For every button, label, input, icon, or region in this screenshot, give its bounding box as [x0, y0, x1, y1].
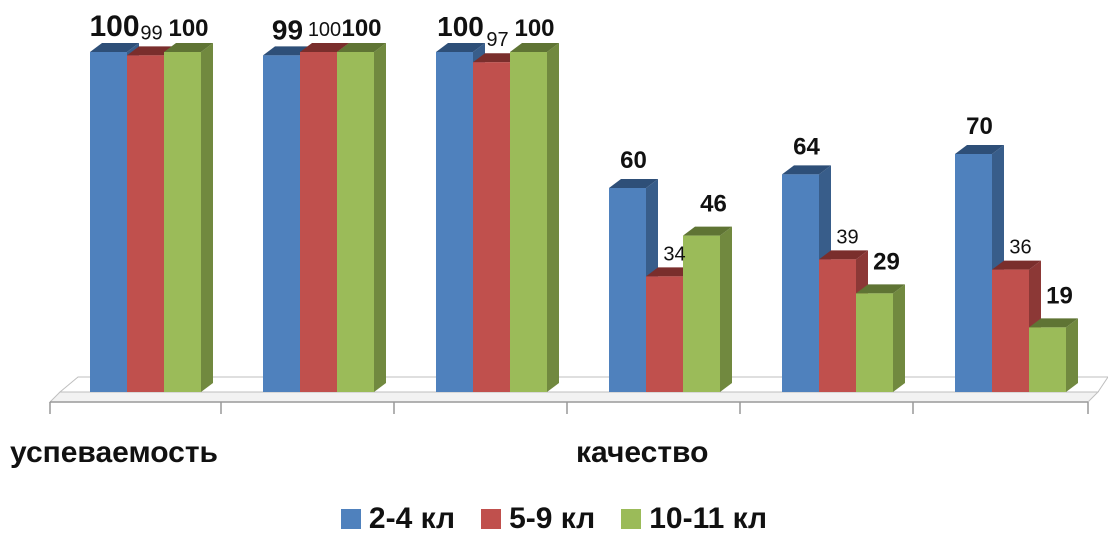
bar-top-1-1: [300, 43, 349, 52]
data-label-2-4: 29: [873, 248, 900, 275]
bar-top-1-5: [992, 260, 1041, 270]
bar-1-1: [300, 52, 337, 392]
legend-label-5-9: 5-9 кл: [509, 502, 596, 535]
data-label-1-1: 100: [308, 19, 341, 41]
floor-front: [48, 391, 1100, 403]
bar-top-0-2: [436, 43, 485, 52]
data-label-0-5: 70: [966, 113, 993, 140]
bar-top-2-1: [337, 43, 386, 52]
data-label-0-1: 99: [272, 14, 303, 45]
bar-top-0-4: [782, 165, 831, 175]
chart-plot: 100 99 100 99 100 100 100 97 1006034466439297036…: [48, 10, 1108, 414]
bar-top-1-0: [127, 46, 176, 56]
bar-1-2: [473, 62, 510, 392]
bar-top-0-0: [90, 43, 139, 52]
bar-top-0-3: [609, 179, 658, 188]
bar-2-0: [164, 52, 201, 392]
data-label-1-5: 36: [1009, 237, 1031, 259]
data-label-2-5: 19: [1046, 282, 1073, 309]
group-label-uspevaemost: успеваемость: [10, 436, 218, 469]
data-label-2-2: 100: [514, 15, 554, 42]
data-label-0-4: 64: [793, 133, 820, 160]
data-label-1-3: 34: [663, 243, 685, 265]
bar-2-1: [337, 52, 374, 392]
bar-side-2-4: [893, 284, 905, 392]
bar-side-2-3: [720, 226, 732, 392]
bar-top-2-3: [683, 226, 732, 236]
bar-side-2-1: [374, 43, 386, 392]
bar-1-5: [992, 269, 1029, 392]
bar-0-2: [436, 52, 473, 392]
bar-top-2-0: [164, 43, 213, 52]
bar-0-4: [782, 174, 819, 392]
data-label-0-0: 100: [89, 10, 139, 43]
bar-top-1-2: [473, 53, 522, 63]
legend-swatch-5-9: [481, 509, 502, 529]
data-label-1-0: 99: [140, 22, 162, 44]
legend-swatch-2-4: [340, 509, 361, 529]
chart-legend: 2-4 кл 5-9 кл 10-11 кл: [0, 502, 1108, 536]
bar-0-0: [90, 52, 127, 392]
group-label-kachestvo: качество: [576, 436, 709, 469]
bar-2-4: [856, 293, 893, 392]
legend-label-2-4: 2-4 кл: [368, 502, 456, 535]
bar-0-3: [609, 188, 646, 392]
bar-top-2-4: [856, 284, 905, 294]
bar-side-2-2: [547, 43, 559, 392]
bar-top-1-3: [646, 267, 695, 277]
data-label-2-0: 100: [168, 15, 208, 42]
bar-top-2-2: [510, 43, 559, 52]
data-label-0-3: 60: [620, 147, 647, 174]
data-label-2-1: 100: [341, 15, 381, 42]
legend-item-5-9: 5-9 кл: [481, 502, 595, 536]
data-label-1-2: 97: [486, 29, 508, 51]
bar-0-5: [955, 154, 992, 392]
legend-swatch-10-11: [621, 509, 642, 529]
bar-0-1: [263, 55, 300, 393]
data-label-1-4: 39: [836, 226, 858, 248]
bar-1-0: [127, 55, 164, 393]
bar-top-1-4: [819, 250, 868, 260]
bar-1-4: [819, 259, 856, 392]
bar-side-2-0: [201, 43, 213, 392]
bar-1-3: [646, 276, 683, 392]
legend-label-10-11: 10-11 кл: [649, 502, 768, 535]
bar-2-5: [1029, 327, 1066, 392]
bar-side-2-5: [1066, 318, 1078, 392]
floor-back: [58, 376, 1108, 393]
legend-item-10-11: 10-11 кл: [621, 502, 767, 536]
data-label-0-2: 100: [437, 11, 484, 42]
bar-2-3: [683, 235, 720, 392]
bar-top-0-5: [955, 145, 1004, 154]
data-label-2-3: 46: [700, 191, 727, 218]
legend-item-2-4: 2-4 кл: [340, 502, 456, 536]
bar-top-2-5: [1029, 318, 1078, 328]
bar-top-0-1: [263, 46, 312, 56]
bar-2-2: [510, 52, 547, 392]
